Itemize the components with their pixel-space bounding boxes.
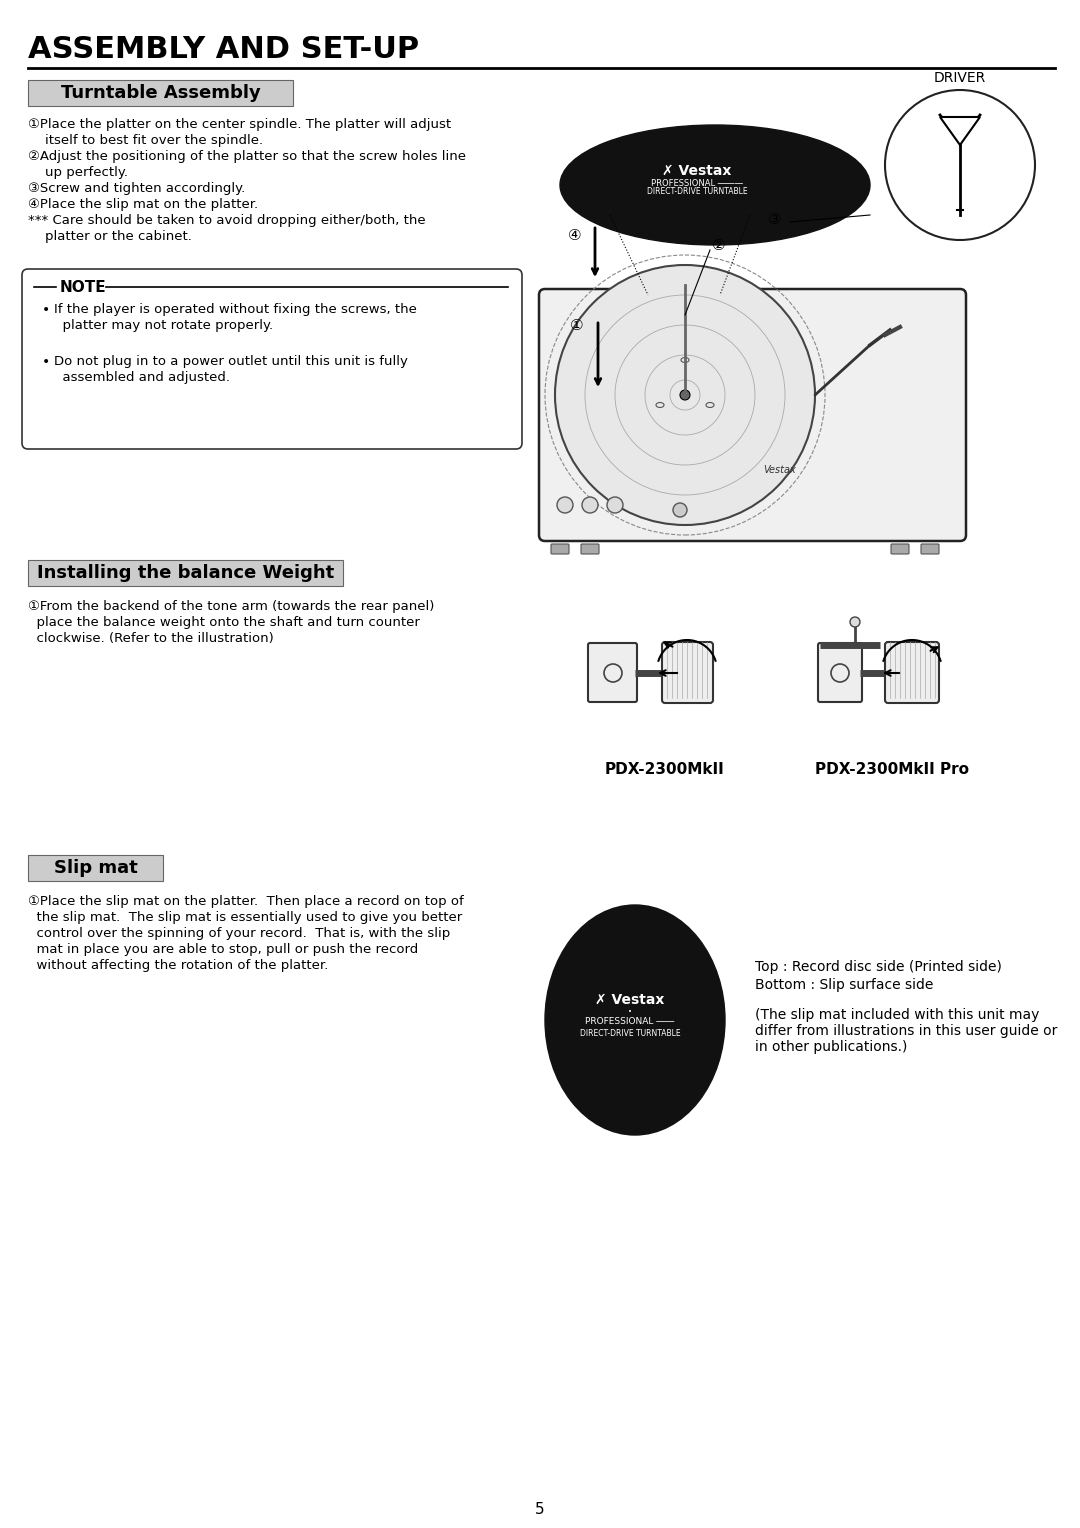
Text: Turntable Assembly: Turntable Assembly — [60, 84, 260, 102]
Text: ①From the backend of the tone arm (towards the rear panel): ①From the backend of the tone arm (towar… — [28, 601, 434, 613]
Text: ASSEMBLY AND SET-UP: ASSEMBLY AND SET-UP — [28, 35, 419, 64]
Text: without affecting the rotation of the platter.: without affecting the rotation of the pl… — [28, 960, 328, 972]
Text: DIRECT-DRIVE TURNTABLE: DIRECT-DRIVE TURNTABLE — [580, 1028, 680, 1038]
FancyBboxPatch shape — [662, 642, 713, 703]
Text: Slip mat: Slip mat — [54, 859, 137, 877]
FancyBboxPatch shape — [28, 559, 343, 587]
Text: *** Care should be taken to avoid dropping either/both, the: *** Care should be taken to avoid droppi… — [28, 214, 426, 228]
Text: DIRECT-DRIVE TURNTABLE: DIRECT-DRIVE TURNTABLE — [647, 188, 747, 197]
Text: clockwise. (Refer to the illustration): clockwise. (Refer to the illustration) — [28, 633, 273, 645]
Text: Installing the balance Weight: Installing the balance Weight — [37, 564, 334, 582]
Text: control over the spinning of your record.  That is, with the slip: control over the spinning of your record… — [28, 927, 450, 940]
Text: ④Place the slip mat on the platter.: ④Place the slip mat on the platter. — [28, 199, 258, 211]
FancyBboxPatch shape — [891, 544, 909, 555]
Text: ③: ③ — [768, 212, 782, 228]
Text: ✗ Vestax: ✗ Vestax — [595, 993, 664, 1007]
Text: place the balance weight onto the shaft and turn counter: place the balance weight onto the shaft … — [28, 616, 420, 630]
Text: PROFESSIONAL ――: PROFESSIONAL ―― — [585, 1018, 675, 1027]
Text: If the player is operated without fixing the screws, the: If the player is operated without fixing… — [54, 303, 417, 316]
Text: the slip mat.  The slip mat is essentially used to give you better: the slip mat. The slip mat is essentiall… — [28, 911, 462, 924]
Text: up perfectly.: up perfectly. — [28, 167, 129, 179]
Text: DRIVER: DRIVER — [934, 70, 986, 86]
FancyBboxPatch shape — [28, 856, 163, 882]
FancyBboxPatch shape — [28, 79, 293, 105]
Ellipse shape — [545, 905, 725, 1135]
Circle shape — [673, 503, 687, 516]
Text: •: • — [42, 354, 51, 368]
Text: 5: 5 — [536, 1502, 544, 1517]
Text: PDX-2300MkII: PDX-2300MkII — [605, 762, 725, 778]
Text: ①Place the slip mat on the platter.  Then place a record on top of: ①Place the slip mat on the platter. Then… — [28, 895, 463, 908]
Text: PROFESSIONAL ―――: PROFESSIONAL ――― — [651, 179, 743, 188]
FancyBboxPatch shape — [581, 544, 599, 555]
Circle shape — [582, 497, 598, 513]
Ellipse shape — [561, 125, 870, 244]
FancyBboxPatch shape — [921, 544, 939, 555]
Circle shape — [557, 497, 573, 513]
FancyBboxPatch shape — [588, 643, 637, 701]
Text: PDX-2300MkII Pro: PDX-2300MkII Pro — [815, 762, 969, 778]
Polygon shape — [940, 118, 980, 145]
Text: assembled and adjusted.: assembled and adjusted. — [54, 371, 230, 384]
Circle shape — [680, 390, 690, 400]
FancyBboxPatch shape — [885, 642, 939, 703]
Text: •: • — [42, 303, 51, 316]
Text: platter may not rotate properly.: platter may not rotate properly. — [54, 319, 273, 332]
FancyBboxPatch shape — [818, 643, 862, 701]
Text: •: • — [627, 1008, 632, 1015]
Text: ③Screw and tighten accordingly.: ③Screw and tighten accordingly. — [28, 182, 245, 196]
FancyBboxPatch shape — [539, 289, 966, 541]
Circle shape — [885, 90, 1035, 240]
Text: ②: ② — [712, 238, 726, 254]
FancyBboxPatch shape — [22, 269, 522, 449]
Circle shape — [555, 264, 815, 526]
Text: Vestax: Vestax — [764, 465, 796, 475]
Text: ①: ① — [570, 318, 584, 333]
Text: (The slip mat included with this unit may
differ from illustrations in this user: (The slip mat included with this unit ma… — [755, 1008, 1057, 1054]
Text: ①Place the platter on the center spindle. The platter will adjust: ①Place the platter on the center spindle… — [28, 118, 451, 131]
Text: Bottom : Slip surface side: Bottom : Slip surface side — [755, 978, 933, 992]
Text: platter or the cabinet.: platter or the cabinet. — [28, 231, 192, 243]
Text: NOTE: NOTE — [60, 280, 107, 295]
Text: itself to best fit over the spindle.: itself to best fit over the spindle. — [28, 134, 264, 147]
Text: ②Adjust the positioning of the platter so that the screw holes line: ②Adjust the positioning of the platter s… — [28, 150, 465, 163]
Text: ✗ Vestax: ✗ Vestax — [662, 163, 731, 177]
Text: Top : Record disc side (Printed side): Top : Record disc side (Printed side) — [755, 960, 1002, 973]
Text: mat in place you are able to stop, pull or push the record: mat in place you are able to stop, pull … — [28, 943, 418, 957]
Circle shape — [850, 617, 860, 626]
Text: ④: ④ — [568, 228, 582, 243]
Circle shape — [607, 497, 623, 513]
FancyBboxPatch shape — [551, 544, 569, 555]
Text: Do not plug in to a power outlet until this unit is fully: Do not plug in to a power outlet until t… — [54, 354, 408, 368]
